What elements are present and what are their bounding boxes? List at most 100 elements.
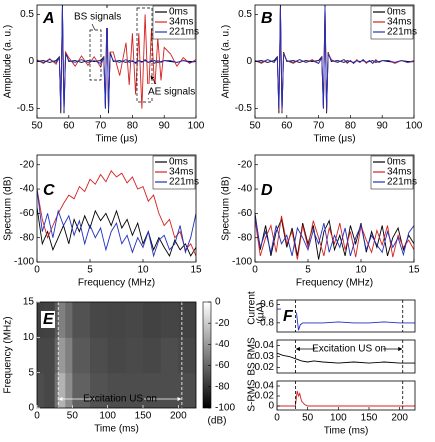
x-tick-label: 0 — [252, 265, 258, 276]
legend-label: 221ms — [387, 27, 417, 38]
y-tick-label: 5 — [28, 367, 34, 378]
plot-area — [37, 169, 196, 258]
heat-cell — [160, 302, 179, 338]
y-tick-label: -40 — [20, 184, 35, 195]
series-line — [37, 6, 196, 111]
heat-cell — [37, 302, 45, 338]
y-tick-label: 0.5 — [20, 9, 34, 20]
annotation: AE signals — [148, 87, 195, 98]
y-tick-label: -0.8 — [257, 317, 275, 328]
ae-box — [136, 7, 153, 103]
heat-cell — [58, 302, 66, 338]
x-tick-label: 50 — [249, 121, 261, 132]
plot-frame — [254, 154, 415, 263]
x-tick-label: 10 — [355, 265, 367, 276]
x-tick-label: 5 — [305, 265, 311, 276]
y-tick-label: 0.04 — [255, 381, 275, 392]
x-axis-label: Time (ms) — [324, 426, 369, 437]
y-tick-label: 0.02 — [255, 362, 275, 373]
legend-label: 221ms — [169, 27, 199, 38]
heat-cell — [107, 372, 126, 408]
y-tick-label: 10 — [23, 332, 35, 343]
x-tick-label: 15 — [408, 265, 420, 276]
panel-letter-bg — [41, 311, 55, 328]
y-tick-label: -100 — [14, 257, 34, 268]
x-tick-label: 15 — [190, 265, 202, 276]
x-tick-label: 50 — [67, 411, 79, 422]
heat-cell — [143, 302, 162, 338]
plot-frame — [276, 380, 416, 411]
heat-cell — [65, 372, 73, 408]
annotation: Excitation US on — [312, 344, 386, 355]
legend-label: 0ms — [387, 157, 406, 168]
y-tick-label: -0.5 — [235, 103, 253, 114]
panel-letter: A — [42, 10, 55, 27]
y-axis-label: S-RMS — [247, 379, 258, 412]
y-tick-label: 0 — [28, 56, 34, 67]
y-tick-label: 0.03 — [255, 351, 275, 362]
colorbar-tick-label: -100 — [215, 403, 235, 414]
x-axis-label: Time (μs) — [95, 134, 137, 145]
x-tick-label: 70 — [313, 121, 325, 132]
panel-letter-bg — [259, 182, 273, 199]
heat-cell — [90, 337, 109, 374]
legend-label: 34ms — [169, 167, 193, 178]
heat-cell — [65, 302, 73, 338]
colorbar-tick-label: -20 — [215, 318, 230, 329]
x-axis-label: Frequency (MHz) — [78, 278, 155, 289]
heat-cell — [178, 372, 196, 408]
y-tick-label: -40 — [238, 184, 253, 195]
legend-label: 0ms — [169, 157, 188, 168]
heat-cell — [54, 302, 59, 338]
heat-cell — [160, 337, 179, 374]
legend-label: 34ms — [169, 17, 193, 28]
x-tick-label: 70 — [95, 121, 107, 132]
series-line — [277, 308, 415, 331]
y-tick-label: -0.5 — [17, 103, 35, 114]
annotation-bg — [315, 343, 384, 355]
series-line — [37, 169, 196, 257]
x-tick-label: 5 — [87, 265, 93, 276]
annotation-arrow — [91, 23, 96, 31]
panel-letter: F — [283, 308, 294, 325]
y-tick-label: 0 — [246, 56, 252, 67]
y-tick-label: 15 — [23, 297, 35, 308]
plot-area — [255, 213, 414, 260]
colorbar-tick-label: -40 — [215, 339, 230, 350]
x-tick-label: 90 — [377, 121, 389, 132]
x-tick-label: 100 — [188, 121, 205, 132]
y-tick-label: 0 — [28, 403, 34, 414]
x-tick-label: 50 — [31, 121, 43, 132]
x-tick-label: 200 — [391, 413, 408, 424]
x-axis-label: Time (μs) — [313, 134, 355, 145]
x-tick-label: 150 — [135, 411, 152, 422]
series-line — [277, 352, 415, 364]
heat-cell — [37, 372, 45, 408]
legend-label: 0ms — [169, 7, 188, 18]
series-line — [255, 213, 414, 260]
heat-cell — [107, 302, 126, 338]
heat-cell — [178, 337, 196, 374]
panel-letter: C — [43, 182, 55, 199]
y-tick-label: 0.02 — [255, 391, 275, 402]
series-line — [255, 6, 414, 111]
x-tick-label: 10 — [137, 265, 149, 276]
panel-letter: D — [261, 182, 273, 199]
x-tick-label: 0 — [34, 411, 40, 422]
panel-letter-bg — [281, 308, 295, 325]
y-tick-label: -100 — [232, 257, 252, 268]
x-tick-label: 50 — [302, 413, 314, 424]
x-tick-label: 200 — [170, 411, 187, 422]
x-tick-label: 0 — [274, 413, 280, 424]
heat-cell — [160, 372, 179, 408]
y-tick-label: -20 — [20, 159, 35, 170]
heat-cell — [90, 302, 109, 338]
legend-label: 34ms — [387, 17, 411, 28]
panel-letter-bg — [259, 10, 273, 27]
heat-cell — [54, 372, 59, 408]
y-tick-label: -80 — [20, 232, 35, 243]
series-line — [255, 215, 414, 260]
x-tick-label: 150 — [361, 413, 378, 424]
